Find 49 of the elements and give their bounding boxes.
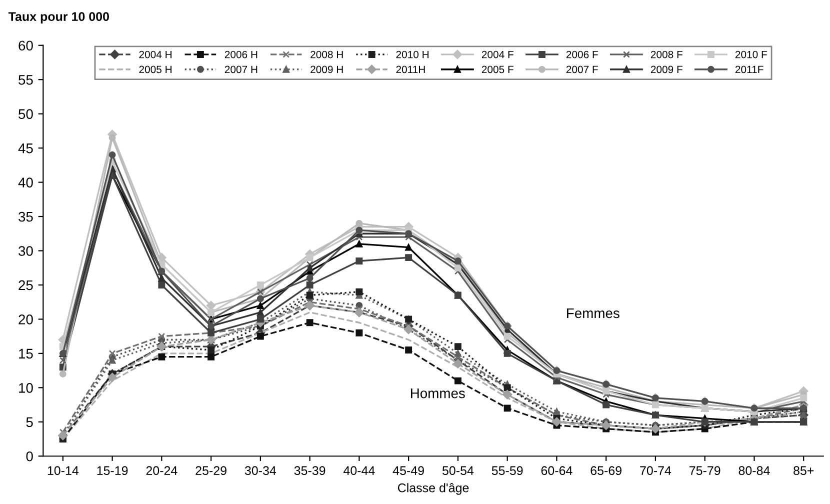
x-tick-label: 15-19 [97, 466, 128, 476]
legend-label: 2007 F [566, 66, 598, 74]
y-tick-label: 60 [18, 40, 33, 51]
legend-label: 2010 F [735, 50, 767, 58]
y-tick-label: 15 [19, 348, 33, 359]
x-tick-label: 25-29 [196, 466, 226, 476]
legend-label: 2006 H [224, 50, 258, 58]
legend-label: 2004 H [139, 50, 172, 58]
x-axis-title: Classe d'âge [398, 483, 469, 495]
x-tick-label: 45-49 [392, 466, 424, 476]
legend-label: 2007 H [224, 66, 258, 74]
legend-label: 2004 F [482, 50, 514, 58]
legend-label: 2005 H [139, 66, 172, 74]
x-tick-label: 65-69 [590, 466, 622, 476]
y-tick-label: 55 [18, 75, 33, 85]
legend-label: 2009 F [650, 66, 682, 74]
y-tick-label: 25 [18, 280, 33, 290]
x-tick-label: 70-74 [640, 466, 672, 476]
legend-label: 2008 H [310, 50, 343, 58]
y-tick-label: 40 [18, 178, 33, 188]
x-tick-label: 30-34 [244, 466, 276, 476]
y-tick-label: 20 [18, 314, 33, 324]
x-tick-label: 75-79 [690, 466, 720, 476]
annotation: Femmes [567, 308, 620, 318]
annotation: Hommes [410, 388, 465, 398]
x-tick-label: 10-14 [48, 466, 79, 476]
x-tick-label: 85+ [794, 466, 814, 476]
y-tick-label: 30 [18, 246, 33, 256]
y-axis-title: Taux pour 10 000 [8, 12, 109, 24]
legend-label: 2010 H [396, 50, 428, 58]
y-tick-label: 10 [19, 382, 33, 393]
legend-label: 2006 F [566, 50, 598, 58]
y-tick-label: 35 [18, 212, 33, 222]
legend-label: 2011F [735, 66, 764, 74]
x-tick-label: 40-44 [343, 466, 375, 476]
x-tick-label: 20-24 [146, 466, 178, 476]
y-tick-label: 5 [26, 417, 33, 428]
legend-label: 2011H [396, 66, 425, 74]
legend-label: 2008 F [650, 50, 682, 58]
x-tick-label: 55-59 [492, 466, 523, 476]
y-tick-label: 0 [26, 451, 33, 462]
legend-label: 2009 H [310, 66, 343, 74]
y-tick-label: 50 [18, 109, 33, 119]
x-tick-label: 35-39 [294, 466, 326, 476]
x-tick-label: 60-64 [541, 466, 572, 476]
y-tick-label: 45 [18, 144, 33, 154]
x-tick-label: 50-54 [442, 466, 474, 476]
legend-label: 2005 F [482, 66, 514, 74]
x-tick-label: 80-84 [738, 466, 770, 476]
